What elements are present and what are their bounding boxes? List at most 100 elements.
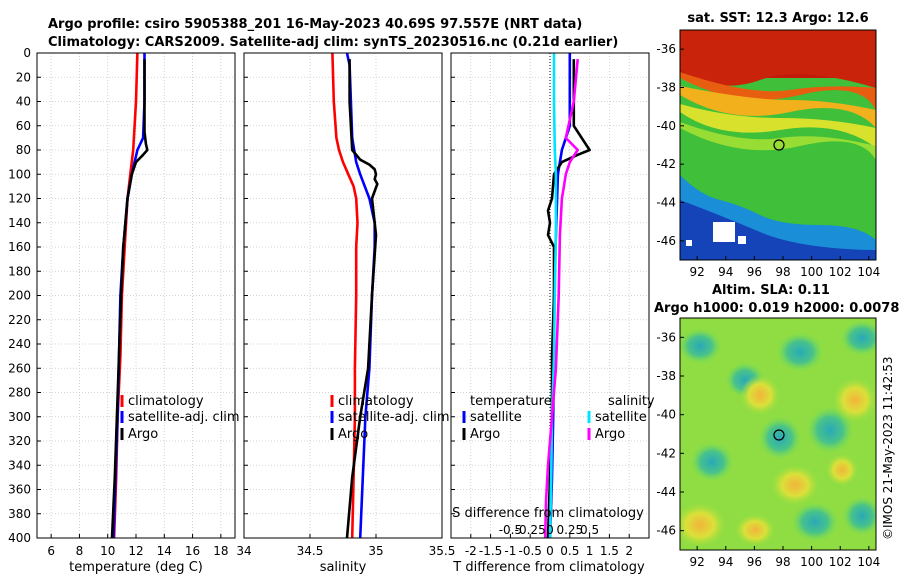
- x-tick-label: 0: [546, 544, 554, 558]
- depth-tick-label: 120: [8, 192, 31, 206]
- depth-tick-label: 240: [8, 337, 31, 351]
- sst-map-title: sat. SST: 12.3 Argo: 12.6: [687, 11, 868, 26]
- map-y-tick-label: -42: [656, 157, 676, 171]
- s-diff-tick-label: -0.5: [499, 523, 522, 537]
- map-y-tick-label: -46: [656, 234, 676, 248]
- map-y-tick-label: -46: [656, 524, 676, 538]
- depth-tick-label: 180: [8, 264, 31, 278]
- x-tick-label: 14: [157, 544, 172, 558]
- t-diff-xlabel: T difference from climatology: [452, 560, 645, 575]
- sst-map: sat. SST: 12.3 Argo: 12.6 -36 -38 -40 -42 -4…: [656, 11, 880, 279]
- title-line-1: Argo profile: csiro 5905388_201 16-May-2…: [48, 17, 582, 32]
- map-y-tick-label: -38: [656, 369, 676, 383]
- sla-field: [680, 318, 876, 550]
- map-x-tick-label: 96: [747, 555, 762, 569]
- x-tick-label: -2: [465, 544, 477, 558]
- map-x-tick-label: 96: [747, 265, 762, 279]
- depth-tick-label: 380: [8, 507, 31, 521]
- sla-title-2: Argo h1000: 0.019 h2000: 0.0078: [654, 301, 899, 316]
- sst-y-ticks: -36 -38 -40 -42 -44 -46: [656, 42, 684, 248]
- depth-tick-label: 60: [16, 119, 31, 133]
- s-diff-tick-label: 0: [546, 523, 554, 537]
- depth-tick-label: 40: [16, 95, 31, 109]
- sla-map: Altim. SLA: 0.11 Argo h1000: 0.019 h2000…: [654, 283, 899, 569]
- legend2-climatology: climatology: [338, 394, 414, 409]
- legend3-temp-title: temperature: [470, 394, 552, 409]
- x-tick-label: 1: [586, 544, 594, 558]
- salinity-lines: [331, 53, 379, 538]
- x-tick-label: 34: [236, 544, 251, 558]
- difference-x-ticks: -2 -1.5 -1 -0.5 0 0.5 1 1.5 2: [465, 544, 633, 558]
- s-diff-xlabel: S difference from climatology: [452, 506, 644, 521]
- x-tick-label: 35.5: [429, 544, 456, 558]
- legend-argo: Argo: [128, 427, 158, 442]
- map-x-tick-label: 98: [775, 555, 790, 569]
- map-x-tick-label: 102: [829, 265, 852, 279]
- map-x-tick-label: 98: [775, 265, 790, 279]
- difference-panel: -2 -1.5 -1 -0.5 0 0.5 1 1.5 2 T difference from …: [450, 52, 655, 575]
- depth-tick-label: 0: [23, 46, 31, 60]
- map-x-tick-label: 100: [800, 555, 823, 569]
- legend2-satellite: satellite-adj. clim: [338, 410, 450, 425]
- map-y-tick-label: -40: [656, 119, 676, 133]
- depth-tick-label: 160: [8, 240, 31, 254]
- depth-tick-label: 280: [8, 386, 31, 400]
- difference-legend: temperature satellite Argo salinity sate…: [462, 394, 655, 442]
- map-x-tick-label: 92: [690, 555, 705, 569]
- depth-tick-label: 400: [8, 531, 31, 545]
- x-tick-label: -1: [504, 544, 516, 558]
- map-x-tick-label: 104: [857, 555, 880, 569]
- imos-watermark: ©IMOS 21-May-2023 11:42:53: [881, 356, 895, 540]
- temperature-xlabel: temperature (deg C): [69, 560, 203, 575]
- depth-tick-label: 320: [8, 434, 31, 448]
- x-tick-label: 10: [100, 544, 115, 558]
- s-diff-ticks: -0.5-0.25 0 0.250.5: [499, 523, 599, 537]
- map-y-tick-label: -38: [656, 81, 676, 95]
- depth-tick-label: 140: [8, 216, 31, 230]
- x-tick-label: 35: [368, 544, 383, 558]
- x-tick-label: 18: [213, 544, 228, 558]
- sst-x-ticks: 92 94 96 98 100 102 104: [690, 256, 880, 279]
- depth-tick-label: 80: [16, 143, 31, 157]
- salinity-xlabel: salinity: [320, 560, 367, 575]
- depth-axis-ticks: 0 20 40 60 80 100 120 140 160 180 200 220 240 260 280 3…: [8, 46, 31, 545]
- x-tick-label: 6: [47, 544, 55, 558]
- map-x-tick-label: 94: [718, 265, 733, 279]
- sla-title-1: Altim. SLA: 0.11: [712, 283, 830, 298]
- depth-tick-label: 340: [8, 458, 31, 472]
- x-tick-label: -1.5: [479, 544, 502, 558]
- legend3-sal-argo: Argo: [595, 427, 625, 442]
- difference-lines: [543, 53, 591, 538]
- sla-y-ticks: -36 -38 -40 -42 -44 -46: [656, 330, 684, 538]
- depth-tick-label: 100: [8, 167, 31, 181]
- temperature-legend: climatology satellite-adj. clim Argo: [120, 394, 240, 442]
- x-tick-label: 16: [185, 544, 200, 558]
- title-line-2: Climatology: CARS2009. Satellite-adj cli…: [48, 35, 618, 50]
- legend3-sal-sat: satellite: [595, 410, 647, 425]
- s-diff-tick-label: -0.25: [515, 523, 546, 537]
- x-tick-label: 12: [128, 544, 143, 558]
- temperature-lines: [110, 53, 149, 538]
- map-x-tick-label: 102: [829, 555, 852, 569]
- map-x-tick-label: 92: [690, 265, 705, 279]
- x-tick-label: 2: [625, 544, 633, 558]
- map-y-tick-label: -42: [656, 446, 676, 460]
- x-tick-label: 34.5: [297, 544, 324, 558]
- series-line-argo: [345, 59, 379, 538]
- sla-x-ticks: 92 94 96 98 100 102 104: [690, 546, 880, 569]
- depth-tick-label: 200: [8, 289, 31, 303]
- argo-position-marker-sla: [773, 429, 785, 441]
- s-diff-tick-label: 0.5: [580, 523, 599, 537]
- legend3-sal-title: salinity: [608, 394, 655, 409]
- map-x-tick-label: 100: [800, 265, 823, 279]
- map-x-tick-label: 94: [718, 555, 733, 569]
- series-line-salinity-satellite: [548, 53, 558, 538]
- depth-tick-label: 260: [8, 361, 31, 375]
- sst-field: [680, 30, 876, 260]
- salinity-legend: climatology satellite-adj. clim Argo: [330, 394, 450, 442]
- argo-position-marker: [773, 139, 785, 151]
- temperature-x-ticks: 6 8 10 12 14 16 18: [47, 544, 228, 558]
- map-x-tick-label: 104: [857, 265, 880, 279]
- depth-tick-label: 360: [8, 483, 31, 497]
- map-y-tick-label: -36: [656, 330, 676, 344]
